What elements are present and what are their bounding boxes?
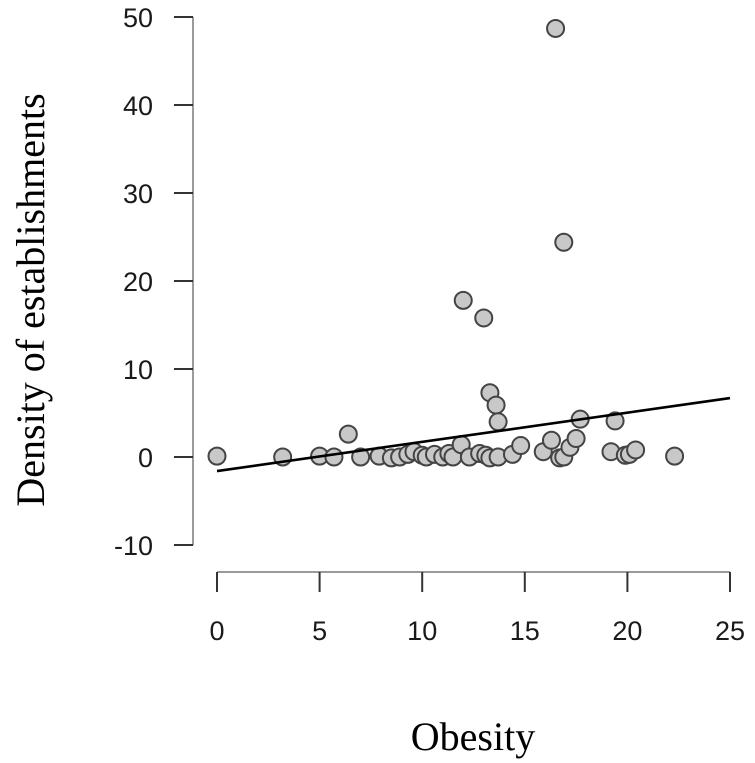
data-point: [554, 232, 574, 252]
x-tick-label: 15: [510, 616, 540, 646]
data-point: [453, 290, 473, 310]
data-point: [566, 429, 586, 449]
data-point: [338, 424, 358, 444]
x-tick-label: 20: [612, 616, 642, 646]
data-point: [546, 18, 566, 38]
data-point: [486, 395, 506, 415]
y-tick-label: 40: [123, 91, 153, 121]
data-point: [207, 446, 227, 466]
x-axis: 0 5 10 15 20 25: [209, 571, 745, 646]
y-axis-title: Density of establishments: [8, 93, 53, 506]
y-tick-label: 0: [138, 443, 153, 473]
y-axis: -10 0 10 20 30 40 50: [114, 3, 194, 561]
y-tick-label: -10: [114, 531, 153, 561]
x-tick-label: 0: [209, 616, 224, 646]
data-point: [511, 436, 531, 456]
y-tick-label: 10: [123, 355, 153, 385]
data-points: [207, 18, 685, 468]
data-point: [474, 308, 494, 328]
x-axis-title: Obesity: [411, 714, 535, 759]
x-tick-label: 10: [407, 616, 437, 646]
x-tick-label: 25: [715, 616, 745, 646]
y-ticks: -10 0 10 20 30 40 50: [114, 3, 193, 561]
data-point: [324, 447, 344, 467]
data-point: [488, 412, 508, 432]
x-ticks: 0 5 10 15 20 25: [209, 572, 745, 646]
data-point: [605, 411, 625, 431]
y-tick-label: 20: [123, 267, 153, 297]
data-point: [541, 430, 561, 450]
data-point: [665, 446, 685, 466]
y-tick-label: 50: [123, 3, 153, 33]
data-point: [351, 447, 371, 467]
y-tick-label: 30: [123, 179, 153, 209]
data-point: [626, 440, 646, 460]
x-tick-label: 5: [312, 616, 327, 646]
trend-line: [216, 396, 731, 473]
